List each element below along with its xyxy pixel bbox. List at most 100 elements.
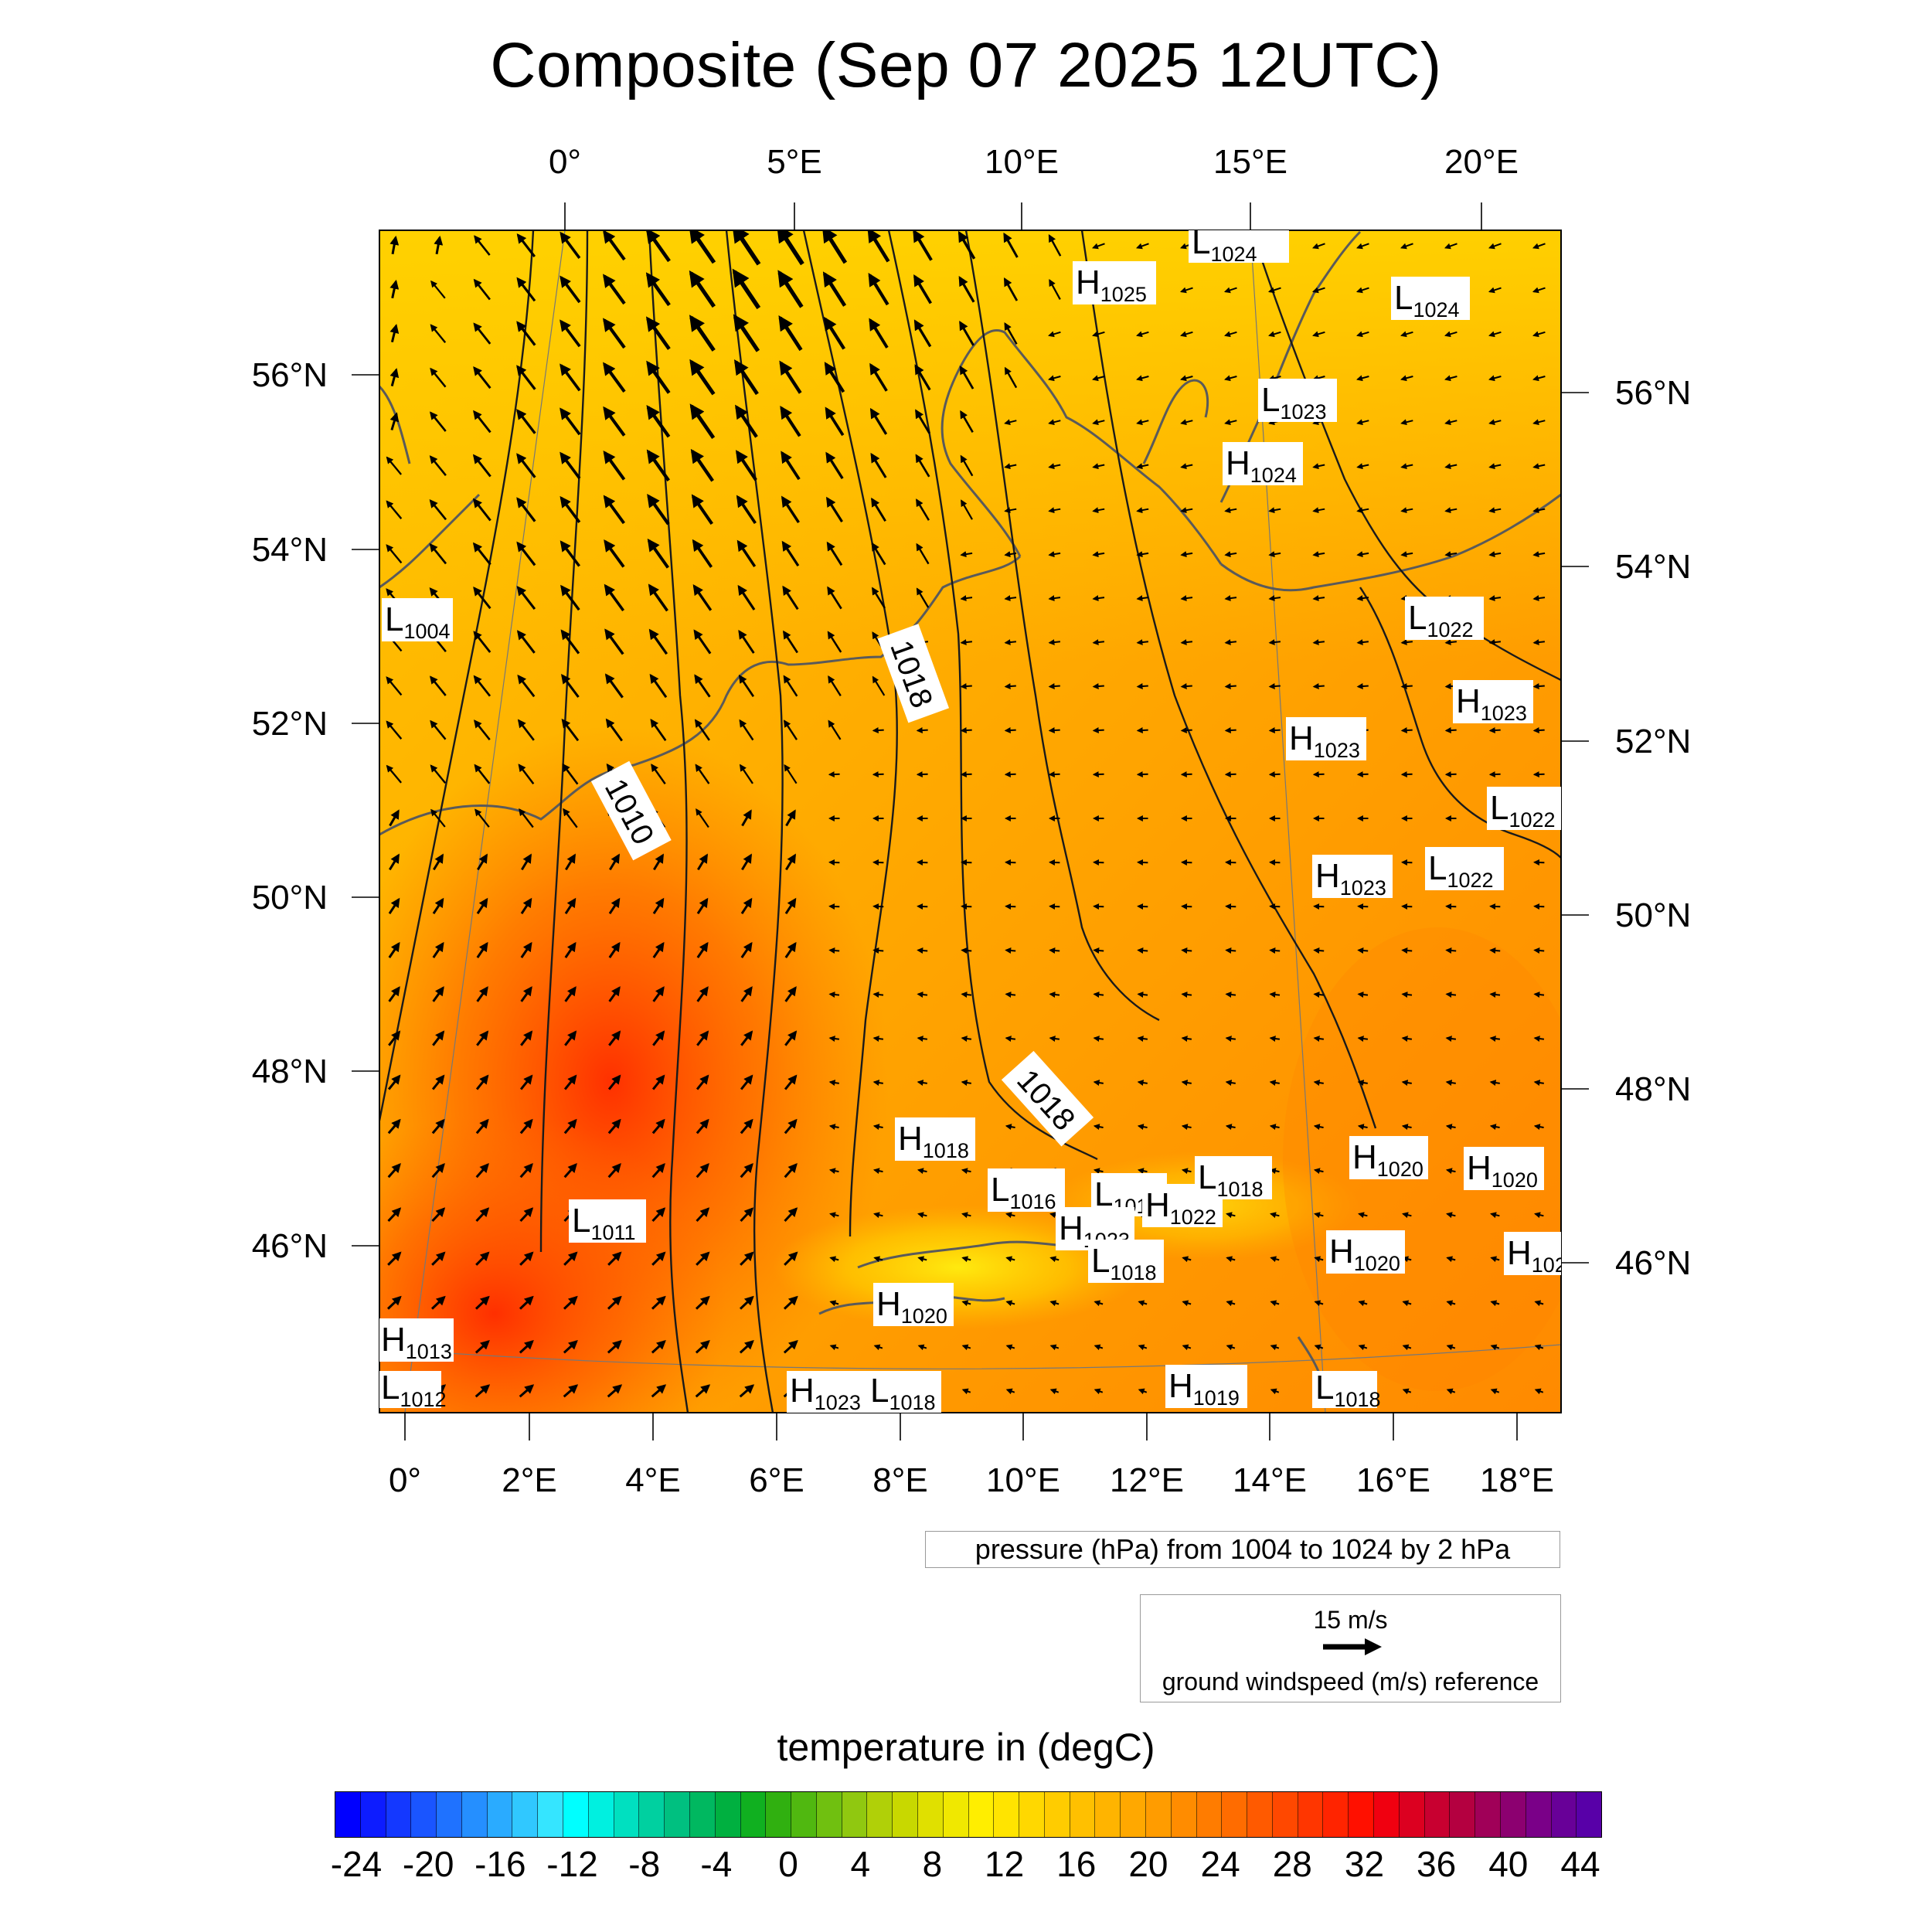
wind-arrow <box>607 1163 621 1179</box>
wind-arrow <box>1004 463 1017 470</box>
svg-text:L1022: L1022 <box>1408 599 1474 641</box>
wind-arrow <box>1489 1036 1501 1043</box>
wind-arrow <box>1224 683 1236 690</box>
wind-arrow <box>516 630 536 654</box>
wind-arrow <box>1444 463 1458 470</box>
wind-arrow <box>959 321 975 346</box>
tick-marks <box>352 202 1589 1440</box>
wind-arrow <box>1225 1080 1236 1087</box>
wind-arrow <box>777 230 804 266</box>
right-lat-label: 48°N <box>1615 1070 1691 1108</box>
colorbar-swatch <box>1272 1792 1298 1837</box>
wind-arrow <box>1048 727 1060 734</box>
wind-arrow <box>828 903 840 910</box>
wind-arrow <box>961 992 972 998</box>
wind-arrow <box>432 897 444 915</box>
wind-arrow <box>1004 595 1017 602</box>
wind-arrow <box>1401 992 1413 998</box>
wind-arrow <box>827 586 842 610</box>
wind-arrow <box>917 903 928 910</box>
wind-arrow <box>691 494 713 526</box>
wind-arrow <box>1182 1300 1192 1307</box>
wind-arrow <box>563 808 578 828</box>
wind-arrow <box>1004 419 1017 426</box>
wind-arrow <box>603 274 626 305</box>
wind-arrow <box>386 1295 402 1310</box>
wind-arrow <box>1532 463 1546 470</box>
svg-text:L1022: L1022 <box>1428 849 1494 892</box>
wind-arrow <box>1048 639 1061 646</box>
wind-arrow <box>1356 419 1369 426</box>
wind-arrow <box>1180 595 1193 602</box>
wind-arrow <box>603 451 626 481</box>
wind-arrow <box>1181 992 1192 998</box>
wind-arrow <box>741 853 752 871</box>
wind-arrow <box>1444 727 1457 734</box>
wind-arrow <box>1488 507 1502 514</box>
wind-arrow <box>388 986 400 1002</box>
wind-arrow <box>1269 992 1281 998</box>
svg-text:L1004: L1004 <box>385 600 451 643</box>
wind-arrow <box>652 897 665 915</box>
wind-arrow <box>826 541 843 566</box>
wind-reference-arrow-icon <box>1323 1638 1382 1655</box>
pressure-center-label: H1020 <box>1464 1147 1544 1192</box>
wind-arrow <box>695 1384 711 1398</box>
wind-arrow <box>777 270 804 308</box>
colorbar-swatch <box>512 1792 539 1837</box>
wind-arrow <box>733 359 759 396</box>
wind-arrow <box>695 764 710 784</box>
wind-arrow <box>387 1163 401 1179</box>
wind-arrow <box>1357 1080 1368 1087</box>
wind-arrow <box>1269 1124 1280 1131</box>
colorbar-swatch <box>1323 1792 1349 1837</box>
colorbar-swatch <box>715 1792 741 1837</box>
wind-arrow <box>564 986 577 1002</box>
wind-arrow <box>1225 992 1236 998</box>
wind-arrow <box>828 1124 839 1131</box>
wind-arrow <box>429 675 447 696</box>
wind-arrow <box>1533 1080 1544 1087</box>
pressure-center-label: H1023 <box>1286 717 1366 762</box>
wind-arrow <box>1402 1300 1412 1307</box>
right-lat-label: 56°N <box>1615 374 1691 412</box>
wind-arrow <box>1313 992 1325 998</box>
wind-arrow <box>430 280 446 299</box>
wind-arrow <box>1446 1388 1456 1395</box>
wind-arrow <box>1314 1212 1324 1219</box>
wind-arrow <box>1226 1256 1236 1263</box>
wind-arrow <box>652 986 665 1002</box>
pressure-center-label: H1025 <box>1073 261 1156 306</box>
wind-arrow <box>1445 1036 1457 1043</box>
colorbar-swatch <box>943 1792 969 1837</box>
wind-arrow <box>1180 683 1192 690</box>
wind-arrow <box>517 674 536 698</box>
wind-arrow <box>869 318 889 349</box>
colorbar-tick-label: 20 <box>1128 1844 1168 1884</box>
wind-arrow <box>1532 287 1546 294</box>
wind-arrow <box>1181 1080 1192 1087</box>
wind-arrow <box>651 1295 666 1310</box>
colorbar-swatch <box>487 1792 513 1837</box>
wind-arrow <box>1180 639 1193 646</box>
wind-arrow <box>1488 727 1501 734</box>
wind-arrow <box>473 586 492 610</box>
wind-arrow <box>1136 639 1149 646</box>
wind-arrow <box>1445 1124 1456 1131</box>
wind-arrow <box>1268 727 1281 734</box>
wind-arrow <box>1444 331 1458 338</box>
temperature-colorbar <box>335 1791 1602 1838</box>
svg-text:H1020: H1020 <box>1329 1233 1400 1275</box>
wind-arrow <box>1355 287 1369 294</box>
wind-arrow <box>1268 683 1281 690</box>
wind-arrow <box>740 1074 753 1090</box>
wind-arrow <box>646 449 670 481</box>
pressure-center-label: H1020 <box>1504 1232 1561 1277</box>
wind-arrow <box>917 1080 927 1087</box>
wind-arrow <box>519 1118 533 1134</box>
wind-arrow <box>1005 1388 1015 1395</box>
wind-arrow <box>917 992 928 998</box>
wind-arrow <box>607 1251 622 1266</box>
top-lon-label: 20°E <box>1444 143 1519 181</box>
wind-arrow <box>1445 903 1457 910</box>
